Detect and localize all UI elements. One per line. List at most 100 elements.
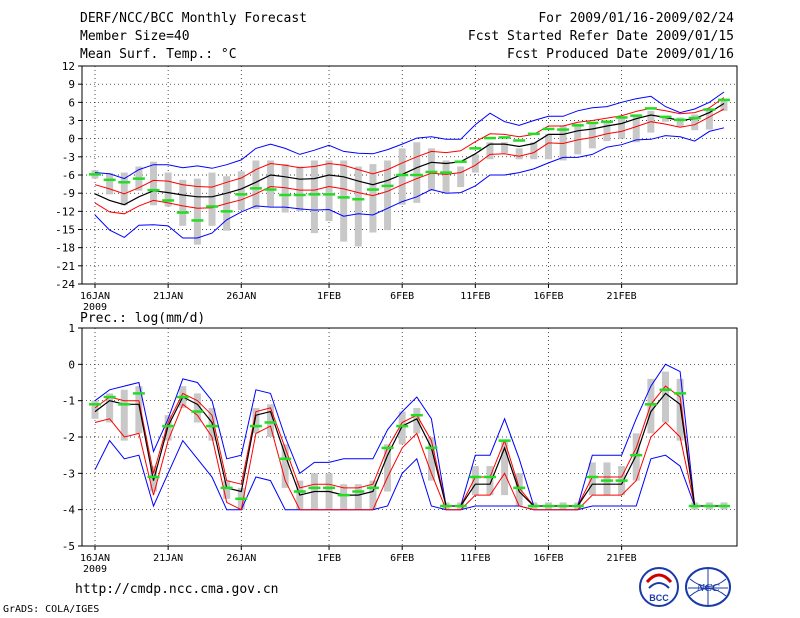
prec-ensemble-box <box>632 433 640 481</box>
temp-ensemble-box <box>310 160 318 234</box>
temp-ytick-label: 6 <box>68 96 75 109</box>
header-left: DERF/NCC/BCC Monthly Forecast Member Size… <box>80 10 307 64</box>
prec-xtick-label: 26JAN <box>226 553 256 564</box>
prec-ensemble-box <box>427 437 435 481</box>
produced-date-label: Fcst Produced Date 2009/01/16 <box>507 47 734 62</box>
temp-ensemble-box <box>676 117 684 127</box>
temp-ensemble-box <box>603 120 611 142</box>
header-right: For 2009/01/16-2009/02/24 Fcst Started Re… <box>468 10 734 64</box>
temp-ensemble-box <box>252 160 260 209</box>
temp-ytick-label: 9 <box>68 78 75 91</box>
temp-xtick-label: 1FEB <box>317 291 341 302</box>
temp-xtick-label: 21FEB <box>607 291 637 302</box>
temp-ytick-label: -24 <box>55 278 75 291</box>
prec-panel-title: Prec.: log(mm/d) <box>80 311 205 326</box>
temp-ensemble-box <box>325 160 333 222</box>
prec-ensemble-box <box>120 389 128 441</box>
prec-ytick-label: -2 <box>62 431 75 444</box>
prec-ytick-label: -3 <box>62 467 75 480</box>
prec-ytick-label: -4 <box>62 504 76 517</box>
temp-ensemble-box <box>106 173 114 195</box>
temp-xtick-label: 21JAN <box>153 291 183 302</box>
temp-ensemble-box <box>705 110 713 130</box>
prec-ensemble-box <box>223 480 231 499</box>
temp-xtick-label: 16JAN <box>80 291 110 302</box>
member-size-label: Member Size=40 <box>80 29 190 44</box>
temp-ensemble-box <box>179 179 187 226</box>
prec-xtick-label: 16FEB <box>533 553 563 564</box>
temp-ytick-label: -12 <box>55 205 75 218</box>
prec-ensemble-box <box>413 407 421 434</box>
temp-xtick-label: 26JAN <box>226 291 256 302</box>
temp-ensemble-box <box>486 142 494 160</box>
prec-ensemble-box <box>106 393 114 423</box>
ncc-logo: NCC <box>685 567 731 607</box>
period-label: For 2009/01/16-2009/02/24 <box>538 11 734 26</box>
temp-spread-lower-line <box>94 108 725 215</box>
chart-title: DERF/NCC/BCC Monthly Forecast <box>80 11 307 26</box>
ncc-logo-text: NCC <box>696 582 720 594</box>
temp-xtick-label: 11FEB <box>460 291 490 302</box>
prec-ensemble-box <box>354 484 362 510</box>
temp-ensemble-box <box>120 172 128 206</box>
prec-min-line <box>94 439 724 511</box>
variable-label: Mean Surf. Temp.: °C <box>80 47 237 62</box>
temp-ensemble-box <box>384 160 392 231</box>
temp-ensemble-box <box>193 178 201 245</box>
prec-spread-lower-line <box>94 403 724 511</box>
prec-ensemble-box <box>501 440 509 496</box>
source-url: http://cmdp.ncc.cma.gov.cn <box>75 582 279 597</box>
bcc-logo-text: BCC <box>649 593 669 603</box>
temp-spread-upper-line <box>94 97 725 195</box>
temp-ytick-label: 12 <box>62 60 75 73</box>
temp-ytick-label: -3 <box>62 151 75 164</box>
temp-plot-frame <box>81 65 738 285</box>
prec-ensemble-box <box>486 466 494 496</box>
temp-ensemble-box <box>544 133 552 160</box>
temp-ensemble-box <box>150 161 158 206</box>
prec-xtick-label: 11FEB <box>460 553 490 564</box>
prec-mean-line <box>94 392 724 507</box>
prec-ensemble-box <box>471 466 479 496</box>
prec-xtick-label: 21JAN <box>153 553 183 564</box>
prec-ytick-label: 0 <box>68 358 75 371</box>
temp-ensemble-box <box>208 172 216 226</box>
prec-xtick-label: 16JAN <box>80 553 110 564</box>
prec-ensemble-box <box>647 378 655 434</box>
prec-ensemble-box <box>135 386 143 434</box>
started-date-label: Fcst Started Refer Date 2009/01/15 <box>467 29 734 44</box>
prec-ensemble-box <box>369 480 377 510</box>
prec-ensemble-box <box>603 462 611 496</box>
temp-ensemble-box <box>413 142 421 203</box>
temp-ytick-label: -18 <box>55 242 75 255</box>
prec-ensemble-box <box>267 404 275 437</box>
prec-ensemble-box <box>661 371 669 423</box>
prec-year-label: 2009 <box>83 564 107 575</box>
prec-xtick-label: 21FEB <box>607 553 637 564</box>
prec-plot-frame <box>81 327 738 547</box>
prec-ensemble-box <box>676 378 684 441</box>
temp-ensemble-box <box>442 160 450 193</box>
prec-ensemble-box <box>91 400 99 419</box>
prec-max-line <box>94 363 724 507</box>
prec-ensemble-box <box>252 407 260 434</box>
temp-year-label: 2009 <box>83 302 107 313</box>
prec-xtick-label: 6FEB <box>390 553 414 564</box>
prec-ensemble-box <box>384 444 392 492</box>
temp-ytick-label: 0 <box>68 133 75 146</box>
precipitation-panel: 1 0 -1 -2 -3 -4 -5 16JAN 21JAN 26JAN 1FEB 6FEB 11FEB… <box>62 311 738 575</box>
temp-ensemble-box <box>515 148 523 160</box>
grads-credit: GrADS: COLA/IGES <box>3 604 100 615</box>
temp-ensemble-box <box>559 125 567 161</box>
temp-ensemble-box <box>237 171 245 211</box>
temp-ensemble-box <box>720 98 728 111</box>
temp-ensemble-box <box>164 172 172 207</box>
temp-max-line <box>94 91 725 180</box>
temp-mean-line <box>94 102 725 206</box>
temp-ensemble-box <box>501 142 509 154</box>
temperature-panel: 12 9 6 3 0 -3 -6 -9 -12 -15 -18 -21 -24 16JAN 21JAN 26J… <box>55 60 738 313</box>
prec-ensemble-box <box>281 444 289 488</box>
temp-ytick-label: -9 <box>62 187 75 200</box>
temp-ensemble-box <box>354 166 362 247</box>
